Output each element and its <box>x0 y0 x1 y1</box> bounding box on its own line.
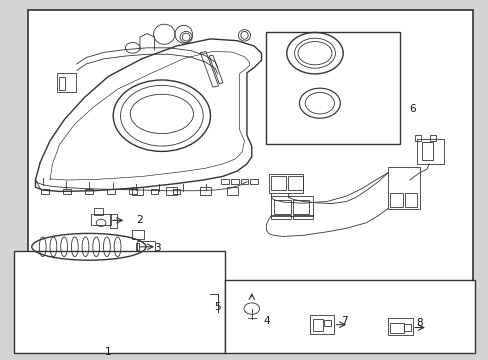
Bar <box>172 189 180 194</box>
Bar <box>323 320 330 327</box>
Bar <box>416 139 443 164</box>
Bar <box>271 176 285 190</box>
Bar <box>221 179 228 184</box>
Bar <box>41 189 49 194</box>
Bar <box>271 215 290 219</box>
Bar <box>14 251 224 353</box>
Text: 2: 2 <box>136 215 143 225</box>
Bar <box>389 193 402 207</box>
Bar <box>309 315 334 334</box>
Bar <box>404 193 416 207</box>
Bar <box>107 189 115 194</box>
Bar <box>230 179 238 184</box>
Bar <box>268 174 302 193</box>
Bar <box>128 189 136 194</box>
Bar <box>224 280 474 353</box>
Text: 1: 1 <box>105 347 111 357</box>
Text: 3: 3 <box>153 243 160 253</box>
Bar <box>150 189 158 194</box>
Text: 6: 6 <box>408 104 415 114</box>
Bar <box>421 143 432 160</box>
Bar <box>136 242 155 251</box>
Bar <box>387 167 419 208</box>
Bar <box>414 135 420 141</box>
Bar <box>135 243 139 249</box>
Bar <box>389 323 403 333</box>
Bar <box>312 319 322 331</box>
Bar <box>287 176 302 190</box>
Bar <box>250 179 258 184</box>
Bar <box>28 10 472 312</box>
Bar <box>403 324 410 331</box>
Bar <box>57 73 76 93</box>
Bar <box>240 179 248 184</box>
Bar <box>209 55 223 84</box>
Bar <box>63 189 71 194</box>
Bar <box>131 187 143 195</box>
Bar <box>200 187 211 195</box>
Bar <box>200 51 218 87</box>
Bar <box>85 189 93 194</box>
Text: 7: 7 <box>340 316 347 327</box>
Bar <box>292 200 308 214</box>
Bar <box>271 196 312 216</box>
Bar <box>226 187 238 195</box>
Text: 5: 5 <box>214 302 221 312</box>
Bar <box>429 135 435 141</box>
Bar <box>292 215 312 219</box>
Bar <box>91 214 111 225</box>
Bar <box>94 208 103 215</box>
Text: 4: 4 <box>263 316 269 327</box>
Bar <box>131 230 143 239</box>
Bar <box>273 200 290 214</box>
Bar <box>110 214 117 228</box>
Text: 8: 8 <box>415 318 422 328</box>
Bar <box>165 187 177 195</box>
Bar <box>387 318 412 336</box>
Bar <box>59 77 64 90</box>
Bar <box>266 32 399 144</box>
